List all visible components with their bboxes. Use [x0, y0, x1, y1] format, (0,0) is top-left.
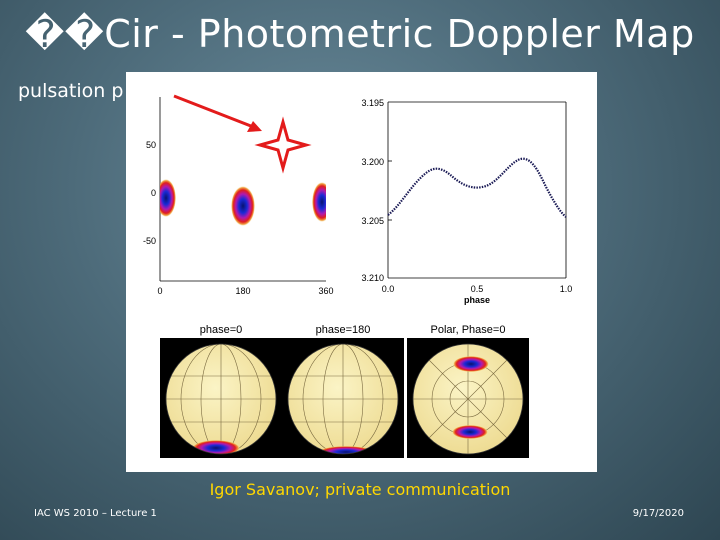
- globe-polar: [407, 338, 529, 458]
- light-curve: 3.195 3.200 3.205 3.210 0.0 0.5 1.0 phas…: [361, 98, 572, 305]
- slide-subtitle: pulsation p: [18, 80, 124, 102]
- map-spot-right: [312, 182, 326, 222]
- globe3-spot-bottom: [452, 425, 488, 439]
- map-ytick-neg50: -50: [143, 236, 156, 246]
- light-curve-line: [387, 157, 567, 218]
- arrow-annotation: [173, 94, 312, 174]
- map-xtick-180: 180: [235, 286, 250, 296]
- globe-phase0: [160, 338, 282, 458]
- globe-phase180: [282, 338, 404, 458]
- lc-xlabel: phase: [464, 295, 490, 305]
- slide-title: ��Cir - Photometric Doppler Map: [25, 12, 695, 56]
- globe3-spot-top: [453, 356, 489, 372]
- footer-date: 9/17/2020: [632, 508, 684, 519]
- globe-label-phase0: phase=0: [200, 324, 243, 336]
- map-xtick-0: 0: [157, 286, 162, 296]
- lc-xtick-1: 1.0: [560, 284, 573, 294]
- lc-ytick-3210: 3.210: [361, 273, 384, 283]
- map-spot-left: [160, 179, 176, 217]
- red-arrow-icon: [173, 94, 257, 130]
- map-ytick-50: 50: [146, 140, 156, 150]
- spot-map: 50 0 -50 0 180 360: [143, 97, 334, 296]
- map-spot-center: [231, 186, 255, 226]
- globe2-spot: [318, 446, 374, 454]
- lc-ytick-3205: 3.205: [361, 216, 384, 226]
- star-icon: [254, 116, 312, 174]
- map-xtick-360: 360: [318, 286, 333, 296]
- lc-xtick-0: 0.0: [382, 284, 395, 294]
- globe-label-polar: Polar, Phase=0: [431, 324, 506, 336]
- figure-svg: 50 0 -50 0 180 360 3.195 3.200 3.205 3.2…: [143, 94, 572, 458]
- lc-xtick-05: 0.5: [471, 284, 484, 294]
- arrow-head-icon: [247, 121, 262, 132]
- lc-ytick-3195: 3.195: [361, 98, 384, 108]
- figure-panel: 50 0 -50 0 180 360 3.195 3.200 3.205 3.2…: [126, 72, 597, 472]
- footer-left: IAC WS 2010 – Lecture 1: [34, 508, 157, 519]
- credit-text: Igor Savanov; private communication: [209, 480, 511, 499]
- globe-label-phase180: phase=180: [316, 324, 371, 336]
- map-ytick-0: 0: [151, 188, 156, 198]
- lc-ytick-3200: 3.200: [361, 157, 384, 167]
